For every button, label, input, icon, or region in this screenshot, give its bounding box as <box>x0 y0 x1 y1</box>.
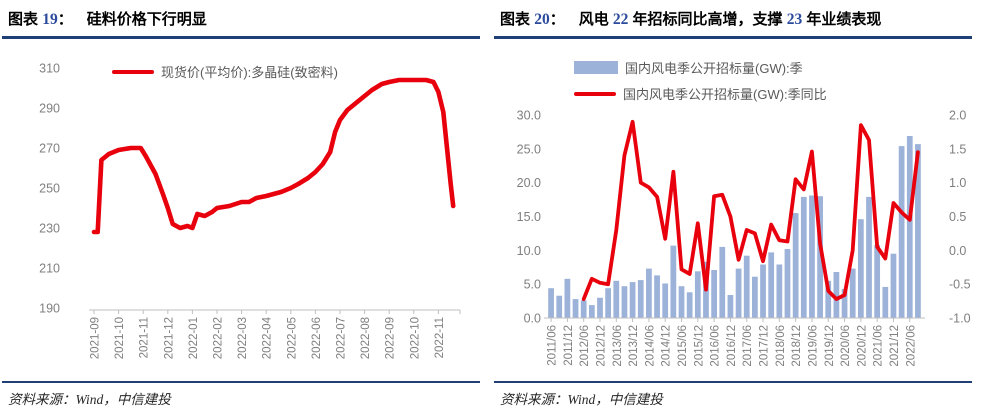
svg-text:2011/12: 2011/12 <box>563 325 575 366</box>
svg-text:2022-11: 2022-11 <box>434 317 446 358</box>
svg-text:10.0: 10.0 <box>517 244 541 258</box>
svg-text:2013/12: 2013/12 <box>628 325 640 367</box>
svg-text:2022-10: 2022-10 <box>409 317 421 359</box>
red-line-swatch <box>112 69 154 74</box>
title-underline <box>494 36 972 39</box>
svg-text:2021-12: 2021-12 <box>163 317 175 359</box>
svg-text:30.0: 30.0 <box>517 109 541 123</box>
svg-text:250: 250 <box>39 182 60 196</box>
svg-text:2022/06: 2022/06 <box>905 325 917 367</box>
svg-text:2015/12: 2015/12 <box>693 325 705 367</box>
svg-text:2021-10: 2021-10 <box>114 317 126 359</box>
svg-text:270: 270 <box>39 142 60 156</box>
svg-text:15.0: 15.0 <box>517 210 541 224</box>
svg-text:2011/06: 2011/06 <box>547 325 559 366</box>
figure-19-title: 图表 19： 硅料价格下行明显 <box>8 11 207 28</box>
svg-text:1.0: 1.0 <box>949 176 966 190</box>
source-divider <box>2 381 480 383</box>
svg-text:2022-09: 2022-09 <box>385 317 397 359</box>
svg-text:2018/06: 2018/06 <box>775 325 787 367</box>
figure-20-title: 图表 20： 风电 22 年招标同比高增，支撑 23 年业绩表现 <box>500 11 882 28</box>
svg-text:2021/12: 2021/12 <box>889 325 901 367</box>
svg-text:0.0: 0.0 <box>949 244 966 258</box>
polysilicon-price-line-chart: 310 290 270 250 230 210 190 2021-09 2021-10 2021-… <box>39 62 461 359</box>
figure-title-text: 风电 22 年招标同比高增，支撑 23 年业绩表现 <box>578 11 882 28</box>
figure-title-text: 硅料价格下行明显 <box>86 11 207 28</box>
figure-label: 图表 <box>500 11 531 28</box>
legend-label: 国内风电季公开招标量(GW):季 <box>625 61 803 76</box>
figure-20-panel: 图表 20： 风电 22 年招标同比高增，支撑 23 年业绩表现 国内风电季公开招… <box>492 0 984 416</box>
svg-text:20.0: 20.0 <box>517 176 541 190</box>
svg-text:2021-09: 2021-09 <box>90 317 102 359</box>
svg-text:2022-04: 2022-04 <box>262 316 274 359</box>
svg-text:2022-06: 2022-06 <box>311 317 323 359</box>
wind-chart-legend: 国内风电季公开招标量(GW):季 国内风电季公开招标量(GW):季同比 <box>574 58 827 110</box>
svg-text:2016/12: 2016/12 <box>726 325 738 367</box>
svg-text:2022-08: 2022-08 <box>360 317 372 359</box>
svg-text:2013/06: 2013/06 <box>612 325 624 367</box>
blue-bar-swatch <box>574 61 618 74</box>
svg-text:5.0: 5.0 <box>524 278 541 292</box>
svg-text:2012/12: 2012/12 <box>595 325 607 367</box>
svg-text:2.0: 2.0 <box>949 109 966 123</box>
svg-text:2014/06: 2014/06 <box>644 325 656 367</box>
svg-text:2022-01: 2022-01 <box>188 317 200 359</box>
svg-text:0.0: 0.0 <box>524 312 541 326</box>
figure-number: 19 <box>42 11 58 28</box>
source-divider <box>494 381 972 383</box>
svg-text:2015/06: 2015/06 <box>677 325 689 367</box>
svg-text:2017/12: 2017/12 <box>759 325 771 367</box>
svg-text:2019/06: 2019/06 <box>807 325 819 367</box>
svg-text:2021-11: 2021-11 <box>139 317 151 358</box>
source-note: 资料来源：Wind，中信建投 <box>500 392 663 407</box>
figure-number: 20 <box>534 11 550 28</box>
price-chart-legend: 现货价(平均价):多晶硅(致密料) <box>112 62 338 88</box>
svg-text:2012/06: 2012/06 <box>579 325 591 367</box>
svg-text:2021/06: 2021/06 <box>873 325 885 367</box>
legend-label: 国内风电季公开招标量(GW):季同比 <box>623 87 827 102</box>
svg-text:2022-05: 2022-05 <box>286 317 298 359</box>
source-note: 资料来源：Wind，中信建投 <box>8 392 171 407</box>
svg-text:2022-07: 2022-07 <box>336 317 348 359</box>
svg-text:2020/06: 2020/06 <box>840 325 852 367</box>
wind-tender-combo-chart: 30.0 2.0 25.0 1.5 20.0 1.0 15.0 0.5 10.0 0.0 5.0 -0… <box>517 109 971 367</box>
svg-text:25.0: 25.0 <box>517 142 541 156</box>
svg-text:-0.5: -0.5 <box>949 278 971 292</box>
svg-text:2018/12: 2018/12 <box>791 325 803 367</box>
figure-19-panel: 图表 19： 硅料价格下行明显 现货价(平均价):多晶硅(致密料) 310 290 2… <box>2 11 480 407</box>
svg-text:2016/06: 2016/06 <box>710 325 722 367</box>
svg-text:0.5: 0.5 <box>949 210 966 224</box>
svg-text:2020/12: 2020/12 <box>856 325 868 367</box>
red-line-swatch <box>574 91 616 96</box>
svg-text:290: 290 <box>39 102 60 116</box>
svg-text:2022-03: 2022-03 <box>237 317 249 359</box>
svg-text:1.5: 1.5 <box>949 142 966 156</box>
svg-text:190: 190 <box>39 302 60 316</box>
svg-text:210: 210 <box>39 262 60 276</box>
svg-text:-1.0: -1.0 <box>949 312 971 326</box>
figure-label: 图表 <box>8 11 39 28</box>
svg-text:230: 230 <box>39 222 60 236</box>
svg-text:2019/12: 2019/12 <box>824 325 836 367</box>
legend-label: 现货价(平均价):多晶硅(致密料) <box>161 65 338 80</box>
svg-text:2014/12: 2014/12 <box>661 325 673 367</box>
title-underline <box>2 36 480 39</box>
svg-text:2022-02: 2022-02 <box>213 317 225 359</box>
svg-text:310: 310 <box>39 62 60 76</box>
svg-text:2017/06: 2017/06 <box>742 325 754 367</box>
